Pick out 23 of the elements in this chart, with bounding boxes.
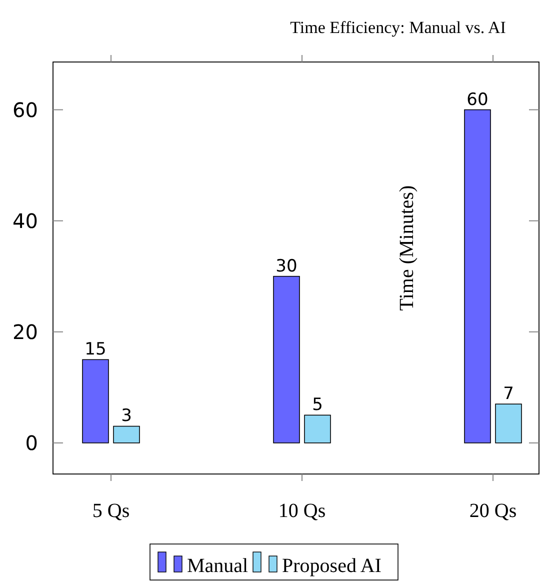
bar	[113, 426, 140, 444]
legend-label: Proposed AI	[282, 555, 382, 577]
bar	[464, 109, 491, 444]
y-tick-label: 20	[12, 320, 38, 344]
legend-label: Manual	[187, 555, 249, 577]
data-label: 5	[312, 395, 323, 416]
y-tick-label: 0	[25, 430, 38, 455]
bar	[304, 414, 331, 444]
chart-title: Time Efficiency: Manual vs. AI	[290, 18, 506, 37]
x-tick-label: 20 Qs	[469, 500, 517, 522]
bar	[495, 404, 522, 444]
data-label: 3	[121, 406, 132, 426]
x-tick-label: 10 Qs	[278, 500, 326, 522]
y-tick-label: 60	[12, 98, 38, 122]
y-axis-title: Time (Minutes)	[396, 185, 418, 311]
y-tick-label: 40	[12, 208, 38, 233]
data-label: 60	[466, 90, 488, 110]
bar	[273, 276, 300, 444]
data-label: 30	[276, 256, 298, 276]
data-label: 7	[503, 384, 514, 404]
x-tick-label: 5 Qs	[92, 500, 130, 522]
data-label: 15	[84, 340, 106, 360]
bar	[82, 359, 109, 444]
